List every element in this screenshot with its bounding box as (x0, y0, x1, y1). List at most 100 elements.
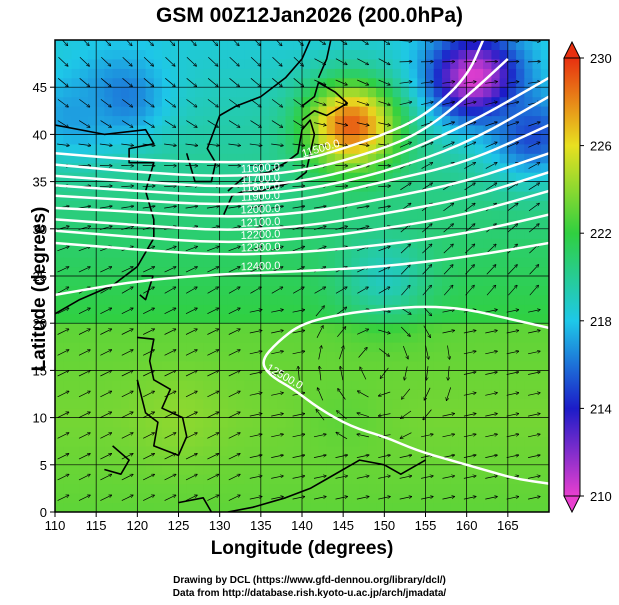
field-cell (483, 474, 492, 485)
field-cell (376, 502, 385, 512)
field-cell (244, 464, 254, 475)
field-cell (186, 87, 196, 98)
field-cell (507, 408, 517, 419)
field-cell (516, 276, 525, 286)
field-cell (137, 143, 147, 154)
wind-arrow (313, 144, 326, 146)
wind-arrow (143, 120, 155, 128)
field-cell (211, 96, 221, 107)
field-cell (474, 143, 484, 154)
field-cell (392, 502, 402, 512)
field-cell (310, 68, 319, 79)
field-cell (178, 474, 188, 485)
field-cell (474, 257, 484, 268)
y-tick-label: 0 (40, 505, 47, 520)
wind-arrow (121, 267, 134, 273)
field-cell (417, 474, 427, 485)
x-tick-label: 115 (86, 518, 107, 533)
field-cell (326, 40, 336, 50)
field-cell (153, 143, 163, 154)
field-cell (450, 153, 459, 164)
field-cell (433, 285, 443, 296)
wind-arrow (185, 144, 198, 146)
wind-arrow (528, 393, 540, 396)
field-cell (376, 106, 385, 117)
wind-arrow (228, 495, 240, 501)
field-cell (474, 483, 484, 494)
field-cell (499, 125, 509, 135)
field-cell (524, 294, 534, 305)
field-cell (343, 238, 352, 249)
field-cell (540, 276, 549, 286)
wind-arrow (143, 495, 154, 501)
field-cell (293, 134, 303, 145)
field-cell (211, 323, 221, 334)
field-cell (186, 483, 196, 494)
field-cell (104, 247, 114, 258)
field-cell (334, 77, 344, 88)
field-cell (409, 172, 418, 183)
field-cell (104, 77, 114, 88)
field-cell (203, 238, 212, 249)
wind-arrow (121, 144, 133, 146)
x-tick-label: 150 (373, 518, 395, 533)
field-cell (244, 276, 254, 286)
field-cell (153, 77, 163, 88)
field-cell (417, 77, 427, 88)
field-cell (392, 106, 402, 117)
field-cell (219, 266, 229, 277)
x-tick-label: 125 (168, 518, 190, 533)
field-cell (137, 474, 147, 485)
wind-arrow (249, 144, 262, 146)
field-cell (120, 68, 130, 79)
field-cell (203, 77, 212, 88)
field-cell (87, 323, 97, 334)
field-cell (96, 398, 105, 409)
wind-arrow (422, 244, 432, 254)
field-cell (376, 370, 385, 381)
field-cell (252, 455, 262, 466)
wind-arrow (401, 285, 410, 296)
wind-arrow (356, 497, 369, 500)
field-cell (71, 389, 81, 400)
field-cell (442, 351, 451, 362)
field-cell (186, 257, 196, 268)
field-cell (203, 502, 212, 512)
wind-arrow (316, 326, 323, 338)
field-cell (129, 323, 138, 334)
field-cell (376, 342, 385, 353)
field-cell (252, 342, 262, 353)
field-cell (227, 266, 237, 277)
field-cell (450, 361, 459, 371)
field-cell (491, 474, 501, 485)
field-cell (285, 483, 295, 494)
field-cell (186, 266, 196, 277)
field-cell (96, 483, 105, 494)
field-cell (351, 247, 361, 258)
field-cell (384, 96, 394, 107)
field-cell (96, 417, 105, 428)
field-cell (318, 445, 328, 456)
field-cell (499, 172, 509, 183)
field-cell (425, 238, 435, 249)
field-cell (178, 181, 188, 192)
field-cell (211, 474, 221, 485)
field-cell (55, 427, 64, 437)
field-cell (285, 417, 295, 428)
field-cell (170, 474, 180, 485)
field-cell (71, 238, 81, 249)
field-cell (450, 474, 459, 485)
field-cell (195, 294, 204, 305)
field-cell (318, 342, 328, 353)
field-cell (310, 417, 319, 428)
field-cell (277, 125, 287, 135)
field-cell (466, 228, 476, 239)
field-cell (516, 285, 525, 296)
field-cell (367, 370, 377, 381)
field-cell (367, 276, 377, 286)
field-cell (524, 58, 534, 69)
field-cell (269, 323, 278, 334)
wind-arrow (57, 308, 69, 315)
field-cell (195, 285, 204, 296)
field-cell (326, 87, 336, 98)
